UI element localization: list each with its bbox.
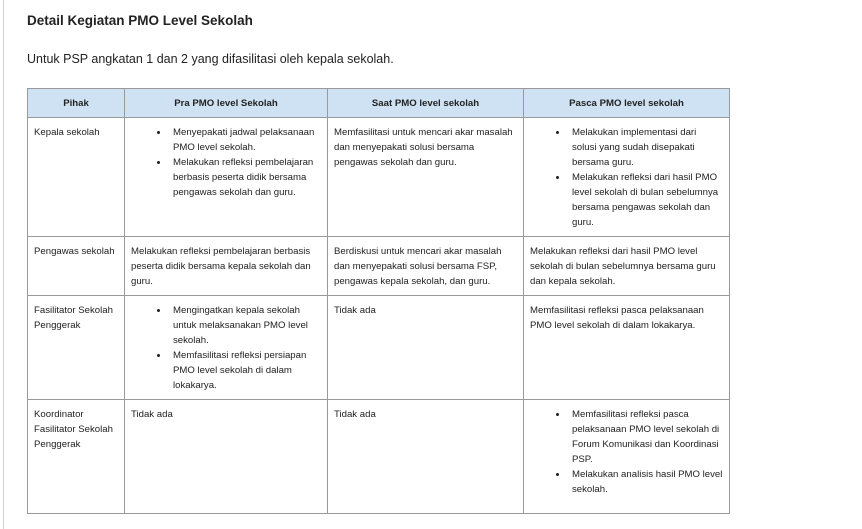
table-cell: Tidak ada [327, 399, 524, 514]
table-cell: Melakukan refleksi dari hasil PMO level … [523, 236, 730, 296]
header-cell: Saat PMO level sekolah [327, 88, 524, 118]
bullet-item: Memfasilitasi refleksi pasca pelaksanaan… [568, 407, 723, 467]
bullet-item: Melakukan implementasi dari solusi yang … [568, 125, 723, 170]
table-cell: Tidak ada [124, 399, 328, 514]
bullet-item: Memfasilitasi refleksi persiapan PMO lev… [169, 348, 321, 393]
header-cell: Pihak [27, 88, 125, 118]
table-cell: Memfasilitasi refleksi pasca pelaksanaan… [523, 295, 730, 400]
header-row: Pihak Pra PMO level Sekolah Saat PMO level… [27, 88, 730, 118]
table-cell: Mengingatkan kepala sekolah untuk melaks… [124, 295, 328, 400]
bullet-list: Mengingatkan kepala sekolah untuk melaks… [131, 303, 321, 393]
title: Detail Kegiatan PMO Level Sekolah [27, 13, 253, 28]
intro: Untuk PSP angkatan 1 dan 2 yang difasili… [27, 52, 394, 66]
bullet-item: Melakukan refleksi pembelajaran berbasis… [169, 155, 321, 200]
table-body: Kepala sekolah Menyepakati jadwal pelaksa… [27, 117, 730, 514]
table-head: Pihak Pra PMO level Sekolah Saat PMO level… [27, 88, 730, 118]
table-cell: Tidak ada [327, 295, 524, 400]
table-row: Kepala sekolah Menyepakati jadwal pelaksa… [27, 117, 730, 237]
table-cell: Melakukan refleksi pembelajaran berbasis… [124, 236, 328, 296]
table-cell: Melakukan implementasi dari solusi yang … [523, 117, 730, 237]
header-cell: Pra PMO level Sekolah [124, 88, 328, 118]
table-cell: Memfasilitasi refleksi pasca pelaksanaan… [523, 399, 730, 514]
table-cell: Pengawas sekolah [27, 236, 125, 296]
table-cell: Fasilitator Sekolah Penggerak [27, 295, 125, 400]
table-row: Fasilitator Sekolah Penggerak Mengingatka… [27, 295, 730, 400]
bullet-item: Menyepakati jadwal pelaksanaan PMO level… [169, 125, 321, 155]
bullet-item: Melakukan analisis hasil PMO level sekol… [568, 467, 723, 497]
table-row: Koordinator Fasilitator Sekolah Penggera… [27, 399, 730, 514]
header-cell: Pasca PMO level sekolah [523, 88, 730, 118]
table-row: Pengawas sekolah Melakukan refleksi pembe… [27, 236, 730, 296]
table-cell: Berdiskusi untuk mencari akar masalah da… [327, 236, 524, 296]
bullet-list: Menyepakati jadwal pelaksanaan PMO level… [131, 125, 321, 200]
bullet-list: Memfasilitasi refleksi pasca pelaksanaan… [530, 407, 723, 497]
bullet-item: Mengingatkan kepala sekolah untuk melaks… [169, 303, 321, 348]
bullet-list: Melakukan implementasi dari solusi yang … [530, 125, 723, 230]
table-cell: Koordinator Fasilitator Sekolah Penggera… [27, 399, 125, 514]
table-cell: Memfasilitasi untuk mencari akar masalah… [327, 117, 524, 237]
table-cell: Menyepakati jadwal pelaksanaan PMO level… [124, 117, 328, 237]
table: Pihak Pra PMO level Sekolah Saat PMO level… [27, 88, 730, 514]
bullet-item: Melakukan refleksi dari hasil PMO level … [568, 170, 723, 230]
table-cell: Kepala sekolah [27, 117, 125, 237]
page-edge [3, 0, 4, 529]
